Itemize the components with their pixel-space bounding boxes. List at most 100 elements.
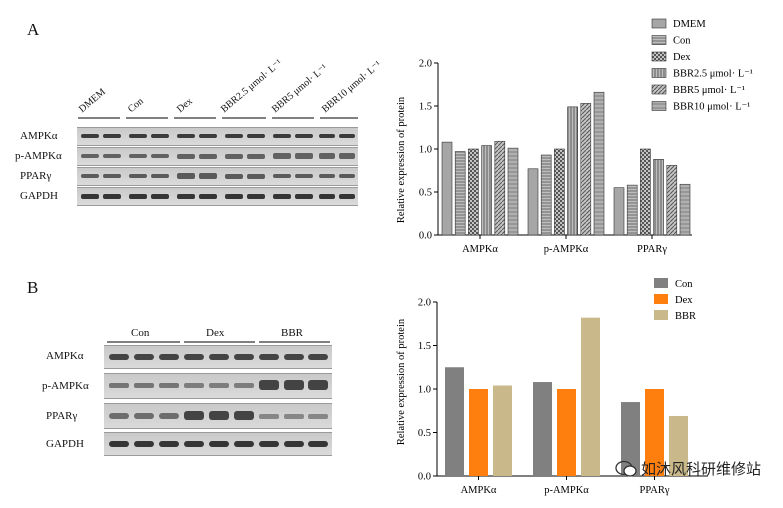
- bar-2-4: [666, 165, 678, 236]
- y-tick-label: 1.5: [418, 341, 431, 352]
- panel-b-group-underlines: [107, 341, 330, 343]
- bar-0-4: [494, 140, 506, 236]
- bar-1-0: [533, 382, 552, 476]
- blot-bands: [81, 173, 355, 179]
- bar-1-0: [527, 168, 539, 236]
- blot-label: p-AMPKα: [15, 150, 62, 162]
- y-tick-label: 2.0: [418, 298, 431, 309]
- legend-label: Con: [673, 36, 691, 47]
- legend-label: BBR2.5 μmol· L⁻¹: [673, 69, 753, 80]
- bar-2-0: [621, 402, 640, 476]
- legend-swatch: [654, 294, 668, 304]
- panel-b-bar-chart: Relative expression of protein 0.0 0.5 1.0…: [396, 278, 708, 496]
- legend-swatch: [651, 18, 667, 29]
- bar-1-2: [554, 148, 565, 236]
- legend-swatch: [651, 68, 667, 78]
- y-tick-label: 2.0: [419, 59, 432, 70]
- bar-0-1: [454, 151, 466, 236]
- blot-label: p-AMPKα: [42, 380, 89, 392]
- legend-swatch: [651, 84, 667, 95]
- panel-b-letter: B: [27, 278, 39, 297]
- bar-1-1: [557, 389, 576, 476]
- legend-label: Dex: [675, 295, 693, 306]
- legend-label: BBR5 μmol· L⁻¹: [673, 85, 745, 96]
- x-axis-labels: AMPKα p-AMPKα PPARγ: [461, 476, 670, 496]
- x-tick-label: AMPKα: [462, 244, 498, 255]
- blot-band-row: [77, 127, 358, 146]
- blot-band-row: [104, 345, 332, 369]
- blot-band-row: [77, 147, 358, 166]
- bar-2-3: [653, 159, 664, 236]
- legend-label: Con: [675, 279, 693, 290]
- bar-2-1: [645, 389, 664, 476]
- bar-1-5: [593, 91, 605, 236]
- blot-band-row: [104, 432, 332, 456]
- blot-band-row: [77, 187, 358, 206]
- blot-label: AMPKα: [46, 350, 84, 362]
- blot-bands: [109, 411, 328, 420]
- legend-swatch: [654, 310, 668, 320]
- legend-label: DMEM: [673, 19, 706, 30]
- legend-label: BBR10 μmol· L⁻¹: [673, 102, 750, 113]
- panel-a-bar-chart: Relative expression of protein 0.0 0.5 1.0…: [396, 18, 753, 255]
- blot-band-row: [104, 403, 332, 429]
- legend-swatch: [651, 51, 667, 62]
- bar-1-3: [567, 106, 578, 236]
- bar-0-3: [481, 145, 492, 236]
- panel-a-letter: A: [27, 20, 40, 39]
- panel-a-group-underlines: [78, 117, 358, 119]
- bar-0-0: [445, 367, 464, 476]
- x-tick-label: p-AMPKα: [544, 244, 589, 255]
- bars: [445, 317, 688, 476]
- y-tick-label: 1.0: [419, 145, 432, 156]
- y-axis-label: Relative expression of protein: [396, 318, 407, 445]
- y-axis-label: Relative expression of protein: [396, 96, 407, 223]
- x-tick-label: PPARγ: [640, 485, 670, 496]
- blot-label: PPARγ: [46, 410, 78, 422]
- y-tick-label: 0.0: [418, 472, 431, 483]
- blot-group-label: Dex: [206, 327, 225, 339]
- blot-bands: [109, 380, 328, 390]
- blot-label: PPARγ: [20, 170, 52, 182]
- bar-0-1: [469, 389, 488, 476]
- legend-label: Dex: [673, 52, 691, 63]
- legend-swatch: [651, 101, 667, 111]
- y-tick-label: 1.0: [418, 385, 431, 396]
- wechat-icon: [615, 460, 637, 477]
- bar-2-0: [613, 187, 625, 236]
- bar-2-2: [669, 415, 688, 476]
- bar-0-5: [507, 147, 519, 236]
- watermark: 如沐风科研维修站: [615, 458, 761, 479]
- y-tick-label: 0.5: [419, 188, 432, 199]
- legend-swatch: [654, 278, 668, 288]
- blot-group-label: Con: [131, 327, 150, 339]
- x-tick-label: PPARγ: [637, 244, 667, 255]
- bar-1-2: [581, 317, 600, 476]
- bar-0-2: [493, 385, 512, 476]
- blot-band-row: [77, 167, 358, 186]
- bar-2-1: [626, 184, 638, 236]
- x-tick-label: AMPKα: [461, 485, 497, 496]
- blot-group-label: BBR: [281, 327, 304, 339]
- x-tick-label: p-AMPKα: [544, 485, 589, 496]
- bar-1-1: [540, 154, 552, 236]
- y-tick-label: 1.5: [419, 102, 432, 113]
- blot-bands: [109, 354, 328, 360]
- legend-swatch: [651, 35, 667, 45]
- y-tick-label: 0.5: [418, 428, 431, 439]
- blot-label: GAPDH: [20, 190, 58, 202]
- legend: DMEM Con Dex BBR2.5 μmol· L⁻¹ BBR5 μmol· L⁻¹…: [651, 18, 753, 113]
- blot-bands: [109, 441, 328, 447]
- bar-0-0: [441, 141, 453, 236]
- x-axis-labels: AMPKα p-AMPKα PPARγ: [462, 235, 667, 255]
- watermark-text: 如沐风科研维修站: [640, 460, 761, 478]
- bar-2-2: [640, 148, 651, 236]
- blot-bands: [81, 194, 355, 199]
- bars: [441, 91, 691, 236]
- blot-label: AMPKα: [20, 130, 58, 142]
- legend-label: BBR: [675, 311, 696, 322]
- bar-1-4: [580, 103, 592, 236]
- blot-band-row: [104, 373, 332, 399]
- bar-0-2: [468, 148, 479, 236]
- legend: Con Dex BBR: [654, 278, 696, 322]
